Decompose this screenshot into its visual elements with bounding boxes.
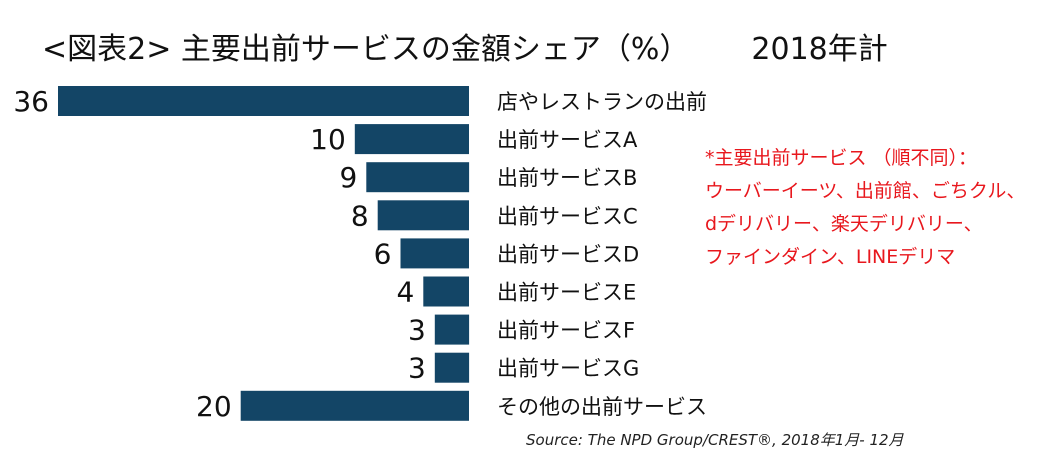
bar	[423, 276, 469, 307]
note-line-4: ファインダイン、LINEデリマ	[705, 246, 956, 268]
bar-value-label: 10	[310, 123, 346, 156]
bar	[366, 162, 470, 193]
category-label: 出前サービスE	[497, 281, 636, 305]
bar	[434, 352, 470, 383]
category-label: 出前サービスF	[497, 319, 635, 343]
note-line-3: dデリバリー、楽天デリバリー、	[705, 213, 983, 235]
category-label: 店やレストランの出前	[497, 90, 707, 114]
category-label: その他の出前サービス	[497, 395, 707, 419]
bar	[58, 86, 469, 116]
service-note: *主要出前サービス （順不同）： ウーバーイーツ、出前館、ごちクル、 dデリバリ…	[705, 142, 1045, 274]
category-label: 出前サービスD	[497, 242, 639, 266]
category-label: 出前サービスG	[497, 357, 639, 381]
category-label: 出前サービスC	[497, 204, 638, 228]
bar-value-label: 20	[196, 390, 232, 423]
bar	[240, 390, 469, 421]
bar-value-label: 8	[351, 199, 369, 232]
chart-title-period: 2018年計	[751, 32, 888, 67]
chart-title: <図表2> 主要出前サービスの金額シェア（%） 2018年計	[42, 30, 888, 70]
bar-value-label: 3	[408, 314, 426, 347]
note-line-1: *主要出前サービス （順不同）：	[705, 147, 978, 169]
bar-value-label: 9	[339, 161, 357, 194]
bar	[354, 124, 469, 155]
bar	[434, 314, 470, 345]
bar	[400, 238, 469, 269]
bar-value-label: 4	[396, 276, 414, 309]
note-line-2: ウーバーイーツ、出前館、ごちクル、	[705, 180, 1026, 202]
bar	[377, 200, 469, 231]
category-label: 出前サービスA	[497, 128, 638, 152]
bar-value-label: 3	[408, 352, 426, 385]
bar-value-label: 36	[13, 85, 49, 118]
category-label: 出前サービスB	[497, 166, 637, 190]
source-note: Source: The NPD Group/CREST®, 2018年1月- 1…	[526, 431, 904, 449]
bar-value-label: 6	[374, 237, 392, 270]
chart-title-main: <図表2> 主要出前サービスの金額シェア（%）	[42, 32, 690, 67]
